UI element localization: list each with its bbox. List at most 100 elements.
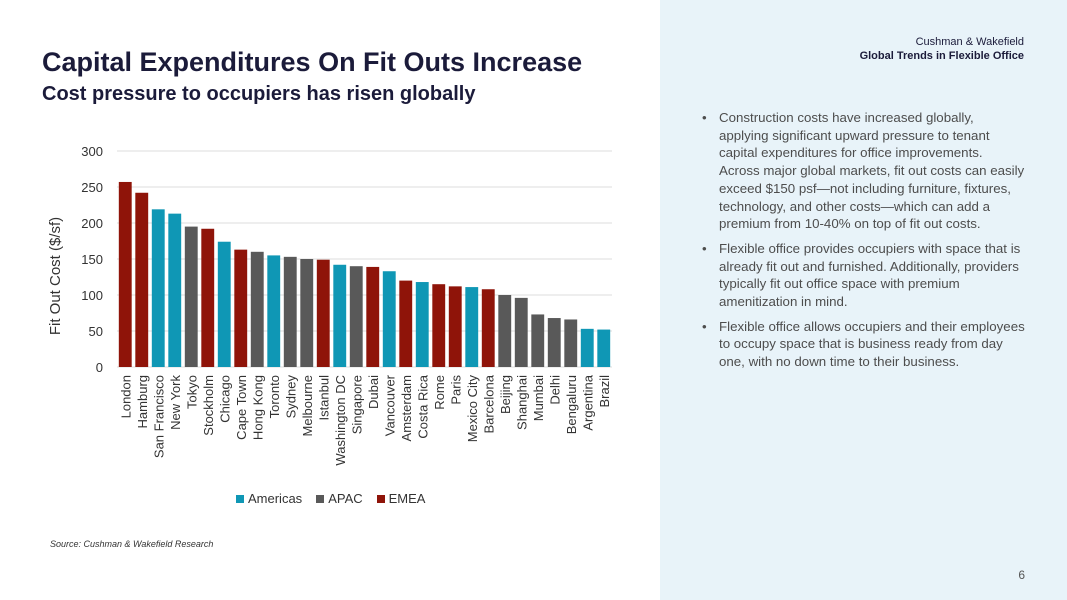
legend-label-americas: Americas xyxy=(248,491,303,506)
bar-costa-rica xyxy=(415,282,429,367)
bar-hamburg xyxy=(135,192,149,367)
bar-chicago xyxy=(217,241,231,367)
y-tick-label: 100 xyxy=(81,288,103,303)
page-subtitle: Cost pressure to occupiers has risen glo… xyxy=(42,83,476,105)
chart-grid xyxy=(117,150,612,368)
bar-stockholm xyxy=(201,228,215,367)
bar-paris xyxy=(448,286,462,367)
bar-brazil xyxy=(597,329,611,367)
bullet-text: Flexible office allows occupiers and the… xyxy=(719,318,1025,370)
bullet-text: Construction costs have increased global… xyxy=(719,110,1025,232)
bar-argentina xyxy=(580,328,594,367)
x-tick-label: Rome xyxy=(432,375,447,410)
y-tick-label: 0 xyxy=(96,360,103,375)
bar-mexico-city xyxy=(465,287,479,367)
report-name: Global Trends in Flexible Office xyxy=(859,50,1024,62)
bullet-dot: • xyxy=(702,240,707,256)
chart-legend: Americas APAC EMEA xyxy=(236,491,425,506)
bar-washington-dc xyxy=(333,264,347,367)
fit-out-cost-chart: 0 50 100 150 200 250 300 London Hamburg San Fran… xyxy=(47,144,612,466)
x-tick-label: Brazil xyxy=(597,375,612,408)
x-axis-labels: London Hamburg San Francisco New York Tokyo S… xyxy=(118,374,612,465)
bullet-item: • Flexible office provides occupiers wit… xyxy=(700,240,1025,311)
bar-barcelona xyxy=(481,289,495,367)
y-axis-ticks: 0 50 100 150 200 250 300 xyxy=(81,144,103,375)
bar-delhi xyxy=(547,318,561,367)
x-tick-label: New York xyxy=(168,375,183,430)
x-tick-label: Istanbul xyxy=(316,375,331,421)
x-tick-label: Stockholm xyxy=(201,375,216,436)
x-tick-label: Beijing xyxy=(498,375,513,414)
bar-tokyo xyxy=(184,226,198,367)
bar-rome xyxy=(432,284,446,367)
x-tick-label: Vancouver xyxy=(382,374,397,436)
bullet-dot: • xyxy=(702,110,707,125)
x-tick-label: Hamburg xyxy=(135,375,150,428)
bullet-item: • Flexible office allows occupiers and t… xyxy=(700,318,1025,371)
page-title: Capital Expenditures On Fit Outs Increas… xyxy=(42,47,583,77)
x-tick-label: London xyxy=(118,375,133,418)
x-tick-label: San Francisco xyxy=(151,375,166,458)
x-tick-label: Amsterdam xyxy=(399,375,414,441)
x-tick-label: Melbourne xyxy=(300,375,315,436)
x-tick-label: Toronto xyxy=(267,375,282,418)
x-tick-label: Sydney xyxy=(283,375,298,419)
bar-mumbai xyxy=(531,314,545,367)
bar-melbourne xyxy=(300,259,314,367)
y-tick-label: 50 xyxy=(89,324,103,339)
y-tick-label: 200 xyxy=(81,216,103,231)
legend-label-emea: EMEA xyxy=(388,491,426,506)
legend-swatch-apac xyxy=(316,494,325,503)
x-tick-label: Shanghai xyxy=(514,375,529,430)
bar-san-francisco xyxy=(151,209,165,367)
chart-bars xyxy=(118,181,611,367)
x-tick-label: Argentina xyxy=(580,374,595,430)
x-tick-label: Mexico City xyxy=(465,375,480,443)
x-tick-label: Hong Kong xyxy=(250,375,265,440)
right-panel xyxy=(660,0,1067,600)
x-tick-label: Tokyo xyxy=(184,375,199,409)
y-tick-label: 250 xyxy=(81,180,103,195)
bullet-item: • Construction costs have increased glob… xyxy=(700,109,1025,233)
bar-dubai xyxy=(366,266,380,367)
bar-cape-town xyxy=(234,249,248,367)
x-tick-label: Bengaluru xyxy=(564,375,579,434)
bar-new-york xyxy=(168,213,182,367)
y-axis-label: Fit Out Cost ($/sf) xyxy=(47,217,64,335)
bar-bengaluru xyxy=(564,319,578,367)
x-tick-label: Barcelona xyxy=(481,374,496,433)
bullet-dot: • xyxy=(702,318,707,334)
x-tick-label: Chicago xyxy=(217,375,232,423)
source-note: Source: Cushman & Wakefield Research xyxy=(50,539,214,549)
bar-shanghai xyxy=(514,297,528,367)
x-tick-label: Costa Rica xyxy=(415,374,430,438)
x-tick-label: Singapore xyxy=(349,375,364,434)
x-tick-label: Paris xyxy=(448,375,463,405)
x-tick-label: Mumbai xyxy=(531,375,546,421)
brand-header: Cushman & Wakefield Global Trends in Fle… xyxy=(860,35,1024,63)
legend-item-emea: EMEA xyxy=(376,491,426,506)
brand-name: Cushman & Wakefield xyxy=(915,36,1024,48)
bar-hong-kong xyxy=(250,251,264,367)
bar-vancouver xyxy=(382,271,396,367)
bar-london xyxy=(118,181,132,367)
bar-singapore xyxy=(349,266,363,367)
legend-label-apac: APAC xyxy=(328,491,363,506)
x-tick-label: Washington DC xyxy=(333,375,348,466)
legend-item-apac: APAC xyxy=(316,491,363,506)
bullet-text: Flexible office provides occupiers with … xyxy=(719,240,1021,310)
y-tick-label: 150 xyxy=(81,252,103,267)
legend-item-americas: Americas xyxy=(236,491,302,506)
legend-swatch-americas xyxy=(236,494,244,503)
legend-swatch-emea xyxy=(376,494,385,503)
bar-istanbul xyxy=(316,259,330,367)
bar-amsterdam xyxy=(399,280,413,367)
x-tick-label: Delhi xyxy=(547,375,562,405)
bullet-list: • Construction costs have increased glob… xyxy=(700,109,1025,378)
x-tick-label: Cape Town xyxy=(234,375,249,440)
bar-sydney xyxy=(283,256,297,367)
bar-toronto xyxy=(267,255,281,367)
x-tick-label: Dubai xyxy=(366,375,381,409)
page-number: 6 xyxy=(1018,568,1025,582)
bar-beijing xyxy=(498,295,512,367)
